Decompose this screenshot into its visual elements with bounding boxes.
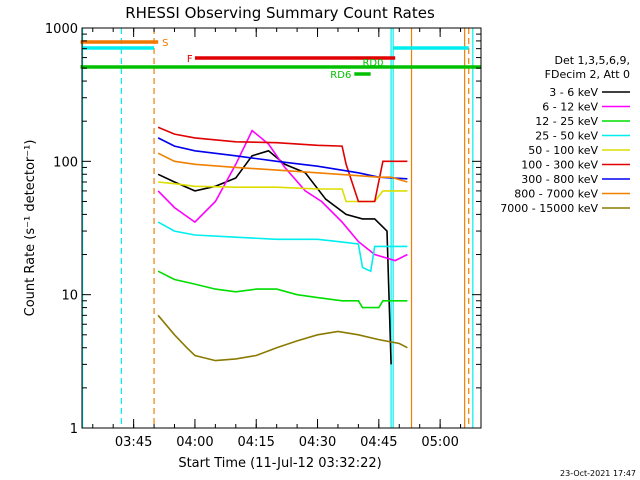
series-line xyxy=(157,314,408,362)
legend-label: 6 - 12 keV xyxy=(542,101,598,114)
y-tick-label: 1 xyxy=(70,422,78,437)
series-line xyxy=(157,221,408,273)
legend-label: 12 - 25 keV xyxy=(535,115,598,128)
flag-label: RD6 xyxy=(330,70,351,81)
chart-title: RHESSI Observing Summary Count Rates xyxy=(125,4,435,22)
legend-label: 7000 - 15000 keV xyxy=(500,202,598,215)
x-tick-label: 03:45 xyxy=(115,435,152,450)
series-group xyxy=(157,126,408,365)
legend-header-line-1: Det 1,3,5,6,9, xyxy=(554,54,630,67)
y-tick-label: 1000 xyxy=(45,22,78,37)
x-tick-label: 04:45 xyxy=(360,435,397,450)
y-tick-label: 100 xyxy=(53,155,78,170)
x-tick-label: 04:00 xyxy=(176,435,213,450)
series-line xyxy=(157,137,408,180)
legend-label: 25 - 50 keV xyxy=(535,130,598,143)
x-axis-label: Start Time (11-Jul-12 03:32:22) xyxy=(178,456,381,471)
legend-label: 800 - 7000 keV xyxy=(514,188,598,201)
y-axis-ticks: 1 10 100 1000 xyxy=(45,22,481,437)
flag-label: RD0 xyxy=(362,58,383,69)
footer-date: 23-Oct-2021 17:47 xyxy=(560,469,636,478)
x-tick-label: 05:00 xyxy=(421,435,458,450)
series-line xyxy=(157,129,408,262)
legend: Det 1,3,5,6,9, FDecim 2, Att 0 3 - 6 keV… xyxy=(500,54,630,215)
legend-label: 50 - 100 keV xyxy=(528,144,598,157)
y-tick-label: 10 xyxy=(61,289,78,304)
series-line xyxy=(157,152,408,183)
x-axis-ticks: 03:45 04:00 04:15 04:30 04:45 05:00 xyxy=(92,28,482,450)
x-tick-label: 04:15 xyxy=(237,435,274,450)
legend-label: 3 - 6 keV xyxy=(549,86,598,99)
series-line xyxy=(157,149,392,365)
flag-label: F xyxy=(187,54,193,65)
y-axis-label: Count Rate (s⁻¹ detector⁻¹) xyxy=(23,140,38,317)
plot-area: S F RD0 RD6 1 10 100 1000 03:45 04:00 04:15 04:30… xyxy=(45,22,482,450)
flag-bars: S F RD0 RD6 xyxy=(80,38,481,81)
plot-frame xyxy=(81,27,482,429)
legend-label: 100 - 300 keV xyxy=(521,159,598,172)
legend-label: 300 - 800 keV xyxy=(521,173,598,186)
legend-header-line-2: FDecim 2, Att 0 xyxy=(545,68,630,81)
series-line xyxy=(157,126,408,203)
vertical-markers xyxy=(81,28,474,428)
flag-label: S xyxy=(162,38,168,49)
series-line xyxy=(157,270,408,309)
series-line xyxy=(158,181,408,203)
x-tick-label: 04:30 xyxy=(299,435,336,450)
